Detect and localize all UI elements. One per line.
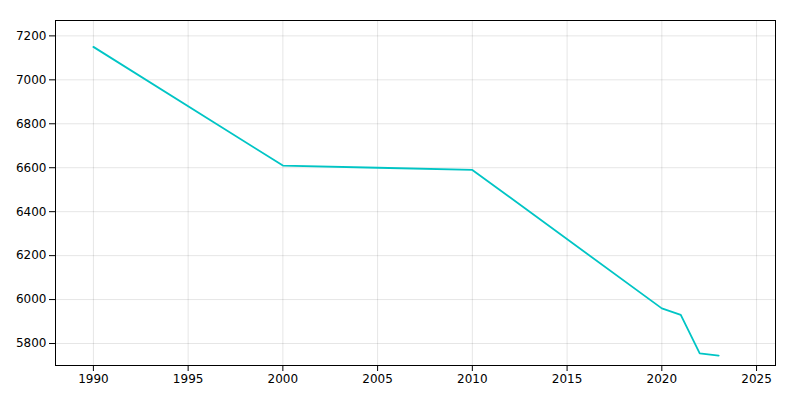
svg-text:2010: 2010 bbox=[457, 372, 488, 386]
svg-text:7200: 7200 bbox=[16, 29, 47, 43]
svg-text:5800: 5800 bbox=[16, 336, 47, 350]
svg-text:2015: 2015 bbox=[552, 372, 583, 386]
svg-text:6400: 6400 bbox=[16, 205, 47, 219]
svg-text:6200: 6200 bbox=[16, 248, 47, 262]
svg-text:6800: 6800 bbox=[16, 117, 47, 131]
svg-text:2025: 2025 bbox=[741, 372, 772, 386]
svg-text:6600: 6600 bbox=[16, 161, 47, 175]
svg-text:6000: 6000 bbox=[16, 292, 47, 306]
svg-text:7000: 7000 bbox=[16, 73, 47, 87]
svg-text:2005: 2005 bbox=[362, 372, 393, 386]
svg-text:2000: 2000 bbox=[268, 372, 299, 386]
svg-text:1995: 1995 bbox=[173, 372, 204, 386]
svg-text:2020: 2020 bbox=[647, 372, 678, 386]
svg-text:1990: 1990 bbox=[78, 372, 109, 386]
